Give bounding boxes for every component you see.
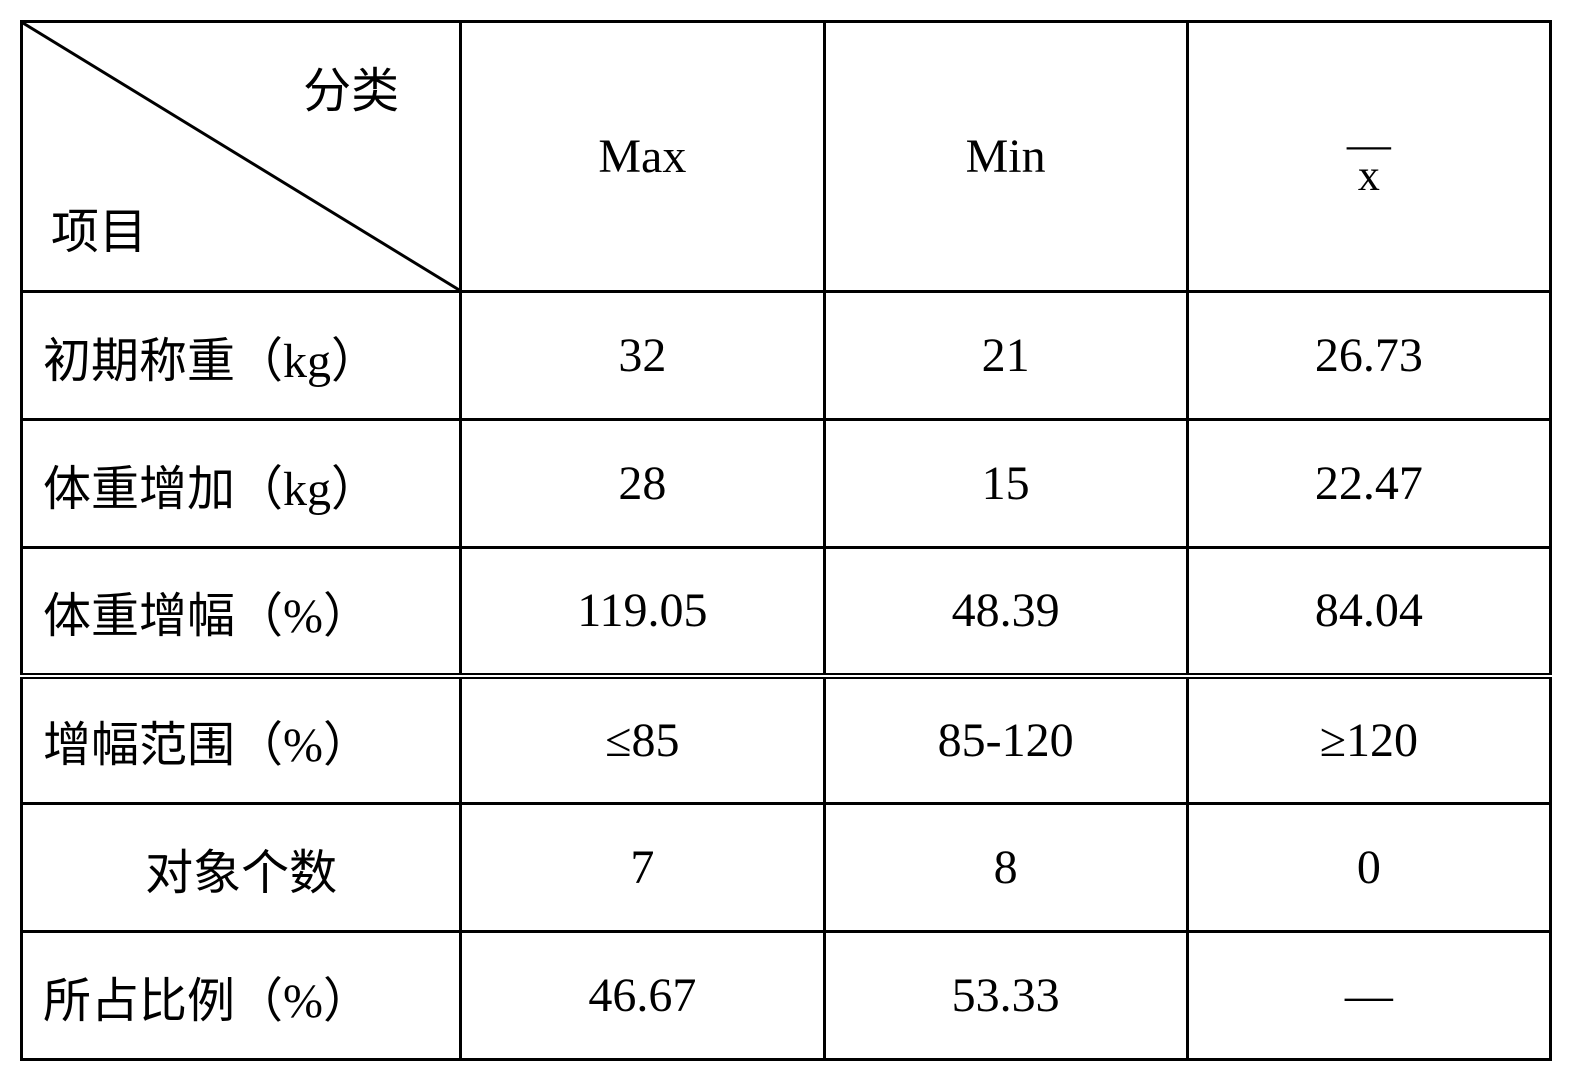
- row-label: 所占比例（%）: [22, 932, 461, 1060]
- row-label: 体重增加（kg）: [22, 420, 461, 548]
- row-label: 增幅范围（%）: [22, 676, 461, 804]
- cell-value: 8: [824, 804, 1187, 932]
- cell-value: 85-120: [824, 676, 1187, 804]
- diagonal-top-label: 分类: [303, 51, 399, 121]
- cell-value: 22.47: [1187, 420, 1550, 548]
- cell-value: ≤85: [461, 676, 824, 804]
- cell-value: 0: [1187, 804, 1550, 932]
- cell-value: 48.39: [824, 548, 1187, 676]
- table-row: 体重增加（kg） 28 15 22.47: [22, 420, 1551, 548]
- cell-value: 46.67: [461, 932, 824, 1060]
- data-table: 分类 项目 Max Min — x 初期称重（kg） 32 21 26.73 体…: [20, 20, 1552, 1061]
- table-container: 分类 项目 Max Min — x 初期称重（kg） 32 21 26.73 体…: [20, 20, 1552, 1061]
- cell-value: —: [1187, 932, 1550, 1060]
- table-row: 所占比例（%） 46.67 53.33 —: [22, 932, 1551, 1060]
- column-header-max: Max: [461, 22, 824, 292]
- cell-value: 32: [461, 292, 824, 420]
- row-label: 初期称重（kg）: [22, 292, 461, 420]
- diagonal-bottom-label: 项目: [51, 192, 147, 262]
- cell-value: 15: [824, 420, 1187, 548]
- table-row: 增幅范围（%） ≤85 85-120 ≥120: [22, 676, 1551, 804]
- xbar-x: x: [1358, 154, 1380, 198]
- cell-value: 84.04: [1187, 548, 1550, 676]
- diagonal-header-cell: 分类 项目: [22, 22, 461, 292]
- xbar-symbol: — x: [1347, 134, 1391, 198]
- cell-value: 7: [461, 804, 824, 932]
- table-row: 体重增幅（%） 119.05 48.39 84.04: [22, 548, 1551, 676]
- cell-value: 28: [461, 420, 824, 548]
- table-row: 初期称重（kg） 32 21 26.73: [22, 292, 1551, 420]
- row-label: 体重增幅（%）: [22, 548, 461, 676]
- table-row: 对象个数 7 8 0: [22, 804, 1551, 932]
- cell-value: 53.33: [824, 932, 1187, 1060]
- cell-value: 26.73: [1187, 292, 1550, 420]
- cell-value: ≥120: [1187, 676, 1550, 804]
- table-header-row: 分类 项目 Max Min — x: [22, 22, 1551, 292]
- cell-value: 119.05: [461, 548, 824, 676]
- cell-value: 21: [824, 292, 1187, 420]
- column-header-min: Min: [824, 22, 1187, 292]
- row-label: 对象个数: [22, 804, 461, 932]
- column-header-xbar: — x: [1187, 22, 1550, 292]
